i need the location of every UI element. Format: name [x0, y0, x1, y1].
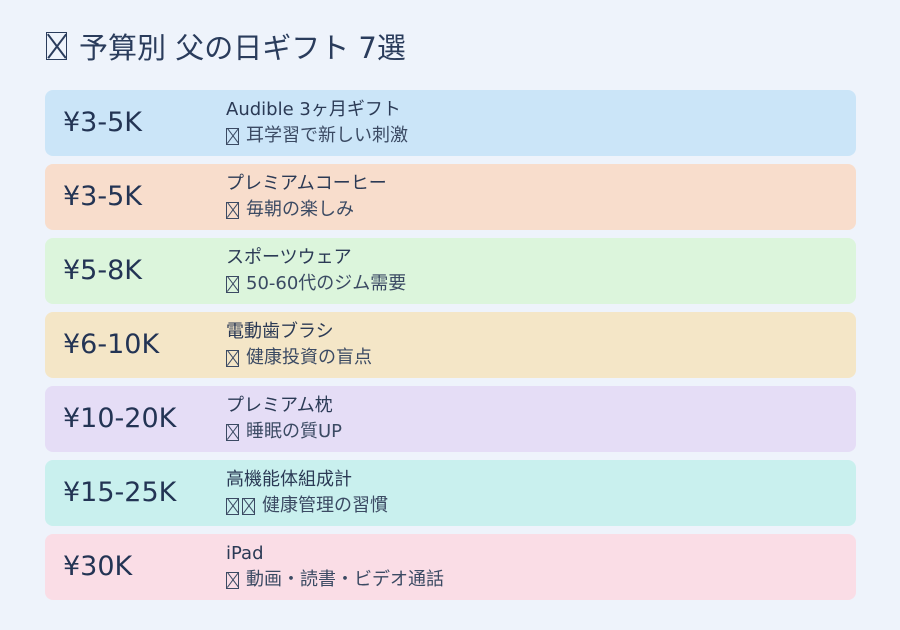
page-title-text: 予算別 父の日ギフト 7選: [79, 31, 406, 65]
gift-price: ¥5-8K: [63, 255, 142, 286]
gift-note-text: 毎朝の楽しみ: [246, 199, 354, 220]
gift-row: ¥5-8K スポーツウェア 50-60代のジム需要: [45, 238, 856, 304]
gift-row: ¥3-5K Audible 3ヶ月ギフト耳学習で新しい刺激: [45, 90, 856, 156]
gift-name: プレミアム枕: [226, 395, 333, 416]
gift-row: ¥6-10K 電動歯ブラシ健康投資の盲点: [45, 312, 856, 378]
gift-note: 耳学習で新しい刺激: [226, 124, 408, 148]
gift-row: ¥10-20K プレミアム枕睡眠の質UP: [45, 386, 856, 452]
gift-note: 毎朝の楽しみ: [226, 198, 354, 222]
gift-price: ¥15-25K: [63, 477, 177, 508]
gift-price: ¥30K: [63, 551, 133, 582]
gift-price: ¥10-20K: [63, 403, 177, 434]
gift-note-text: 睡眠の質UP: [246, 421, 343, 442]
gift-row: ¥15-25K 高機能体組成計健康管理の習慣: [45, 460, 856, 526]
missing-glyph-icon: [226, 423, 239, 441]
missing-glyph-icon: [226, 497, 239, 515]
page-title: 予算別 父の日ギフト 7選: [46, 26, 406, 66]
gift-note-text: 動画・読書・ビデオ通話: [246, 569, 444, 590]
missing-glyph-icon: [46, 32, 67, 60]
missing-glyph-icon: [226, 201, 239, 219]
missing-glyph-icon: [226, 127, 239, 145]
gift-note: 健康投資の盲点: [226, 346, 372, 370]
gift-note: 睡眠の質UP: [226, 420, 342, 444]
missing-glyph-icon: [226, 275, 239, 293]
missing-glyph-icon: [242, 497, 255, 515]
gift-name: 高機能体組成計: [226, 469, 352, 490]
gift-row: ¥3-5K プレミアムコーヒー毎朝の楽しみ: [45, 164, 856, 230]
gift-price: ¥3-5K: [63, 181, 142, 212]
gift-row: ¥30K iPad 動画・読書・ビデオ通話: [45, 534, 856, 600]
gift-list: ¥3-5K Audible 3ヶ月ギフト耳学習で新しい刺激 ¥3-5K プレミアムコー…: [45, 90, 856, 608]
gift-note-text: 耳学習で新しい刺激: [246, 125, 408, 146]
gift-name: 電動歯ブラシ: [226, 321, 334, 342]
gift-name: iPad: [226, 543, 264, 564]
gift-note: 動画・読書・ビデオ通話: [226, 568, 444, 592]
missing-glyph-icon: [226, 571, 239, 589]
gift-name: プレミアムコーヒー: [226, 173, 387, 194]
gift-note: 50-60代のジム需要: [226, 272, 406, 296]
gift-note-text: 50-60代のジム需要: [246, 273, 407, 294]
gift-note-text: 健康投資の盲点: [246, 347, 372, 368]
gift-name: スポーツウェア: [226, 247, 352, 268]
gift-note: 健康管理の習慣: [226, 494, 388, 518]
gift-note-text: 健康管理の習慣: [262, 495, 388, 516]
gift-price: ¥3-5K: [63, 107, 142, 138]
missing-glyph-icon: [226, 349, 239, 367]
gift-price: ¥6-10K: [63, 329, 160, 360]
gift-name: Audible 3ヶ月ギフト: [226, 99, 401, 120]
